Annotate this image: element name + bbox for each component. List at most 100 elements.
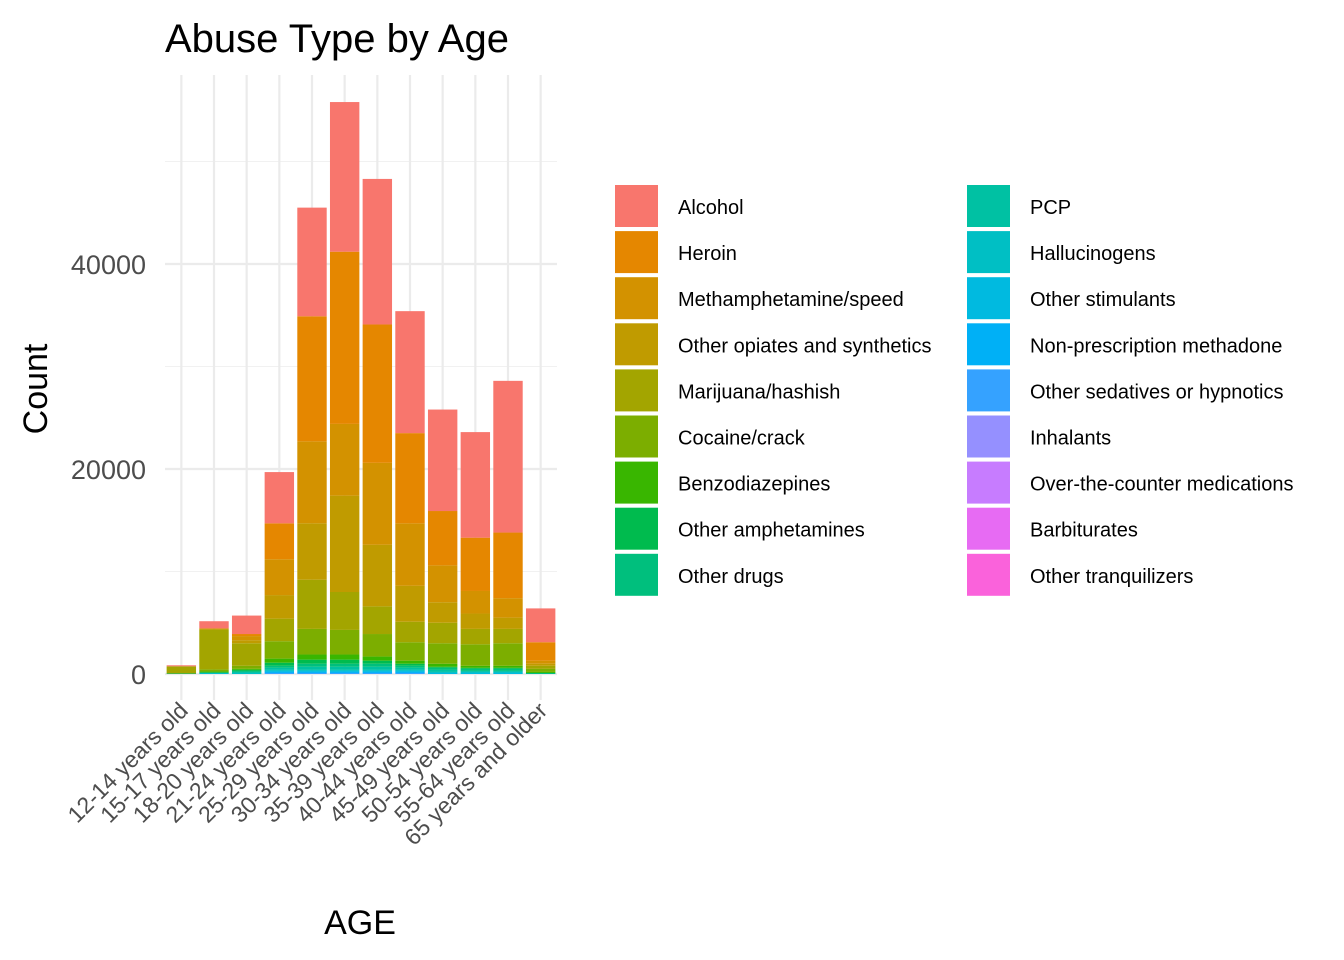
bar-segment (199, 672, 229, 673)
bar-segment (264, 669, 295, 671)
bar-segment (297, 670, 327, 672)
bar-segment (297, 672, 327, 674)
legend-key (967, 231, 1010, 274)
legend-label: Cocaine/crack (678, 428, 806, 450)
bar-segment (329, 672, 360, 674)
bar-segment (427, 663, 458, 667)
x-axis-title: AGE (324, 904, 396, 942)
legend-label: Benzodiazepines (678, 474, 830, 496)
legend-label: Other opiates and synthetics (678, 335, 931, 357)
bar-segment (493, 532, 523, 599)
legend-key (615, 185, 658, 227)
bar-segment (362, 462, 393, 545)
bar-segment (199, 621, 229, 629)
bar-segment (297, 663, 327, 667)
bar-segment (427, 622, 458, 644)
bar-segment (427, 643, 458, 664)
legend-key (967, 369, 1010, 412)
bar-segment (329, 495, 360, 592)
bar-segment (329, 666, 360, 670)
bar-segment (395, 642, 425, 661)
bar-segment (264, 672, 295, 674)
y-tick-label: 40000 (71, 250, 146, 280)
legend-label: Methamphetamine/speed (678, 289, 904, 311)
y-tick-label: 0 (131, 660, 146, 690)
bar-segment (264, 559, 295, 596)
bar-segment (362, 663, 393, 667)
legend-label: Hallucinogens (1030, 243, 1156, 265)
bar-segment (493, 670, 523, 672)
bar-segment (199, 671, 229, 673)
bar-segment (525, 642, 556, 661)
bar-segment (493, 668, 523, 671)
bar-segment (297, 207, 327, 317)
bar-segment (362, 672, 393, 674)
bar-segment (395, 663, 425, 666)
legend-label: Other amphetamines (678, 520, 865, 542)
legend-key (615, 507, 658, 550)
legend-key (967, 185, 1010, 227)
bar-segment (329, 654, 360, 660)
bar-segment (329, 251, 360, 424)
bar-segment (231, 636, 262, 641)
legend-label: Barbiturates (1030, 520, 1138, 542)
bar-segment (493, 665, 523, 668)
bar-segment (264, 618, 295, 642)
bar-segment (297, 671, 327, 673)
bar-segment (395, 621, 425, 643)
bar-segment (493, 617, 523, 629)
bar-segment (427, 672, 458, 674)
bar-segment (329, 629, 360, 655)
bar-segment (493, 380, 523, 533)
bar-segment (362, 656, 393, 661)
bar-segment (395, 667, 425, 670)
bar-segment (493, 667, 523, 669)
legend-key (967, 415, 1010, 458)
bar-segment (362, 670, 393, 672)
legend-label: Heroin (678, 243, 737, 265)
legend-key (967, 553, 1010, 596)
legend-label: Inhalants (1030, 428, 1111, 450)
bar-segment (395, 523, 425, 586)
legend-label: Other sedatives or hypnotics (1030, 381, 1283, 403)
legend-key (615, 277, 658, 320)
bar-segment (329, 423, 360, 496)
legend-label: Other stimulants (1030, 289, 1176, 311)
bar-segment (231, 615, 262, 635)
bar-segment (264, 658, 295, 663)
bar-segment (329, 592, 360, 630)
bar-segment (493, 672, 523, 674)
bar-segment (231, 634, 262, 637)
bar-segment (231, 670, 262, 672)
bar-segment (525, 668, 556, 672)
bar-segment (460, 628, 491, 645)
bar-segment (199, 628, 229, 630)
bar-segment (525, 665, 556, 669)
bar-segment (460, 665, 491, 668)
bar-segment (395, 585, 425, 622)
bar-segment (199, 672, 229, 674)
bar-segment (329, 669, 360, 671)
bar-segment (297, 669, 327, 671)
bar-segment (362, 634, 393, 657)
legend-label: Other drugs (678, 566, 784, 588)
bar-segment (395, 671, 425, 673)
legend-key (615, 461, 658, 504)
bar-segment (395, 660, 425, 664)
bar-segment (427, 602, 458, 623)
legend-key (615, 231, 658, 274)
bar-segment (525, 608, 556, 643)
bar-segment (395, 433, 425, 524)
bar-segment (297, 523, 327, 580)
legend-label: PCP (1030, 197, 1071, 219)
legend-label: Other tranquilizers (1030, 566, 1193, 588)
bar-segment (297, 441, 327, 524)
bar-segment (329, 102, 360, 252)
bar-segment (362, 660, 393, 664)
bar-segment (199, 629, 229, 670)
bar-segment (460, 613, 491, 629)
bar-segment (166, 665, 197, 667)
bar-segment (460, 672, 491, 674)
bar-segment (231, 671, 262, 673)
